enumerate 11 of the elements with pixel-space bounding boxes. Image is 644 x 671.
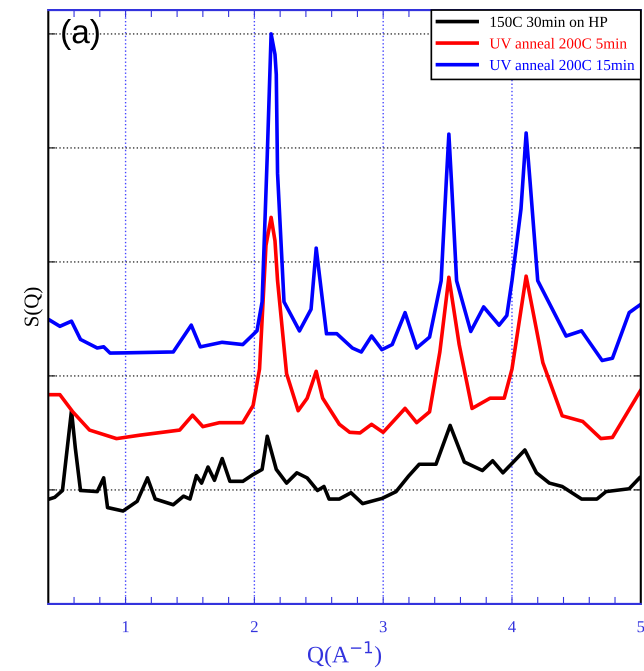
legend-label: UV anneal 200C 15min: [490, 59, 634, 70]
x-tick-label: 3: [380, 621, 387, 632]
chart-title: (a): [62, 18, 99, 50]
x-tick-label: 4: [508, 621, 516, 632]
x-axis-title: Q(A$^{−1}$): [308, 641, 382, 668]
x-tick-label: 5: [638, 621, 644, 632]
x-tick-label: 1: [122, 621, 129, 632]
legend-label: 150C 30min on HP: [490, 16, 608, 28]
x-tick-label: 2: [250, 621, 258, 632]
legend-label: UV anneal 200C 5min: [490, 38, 627, 49]
y-axis-title: S(Q): [24, 288, 43, 326]
